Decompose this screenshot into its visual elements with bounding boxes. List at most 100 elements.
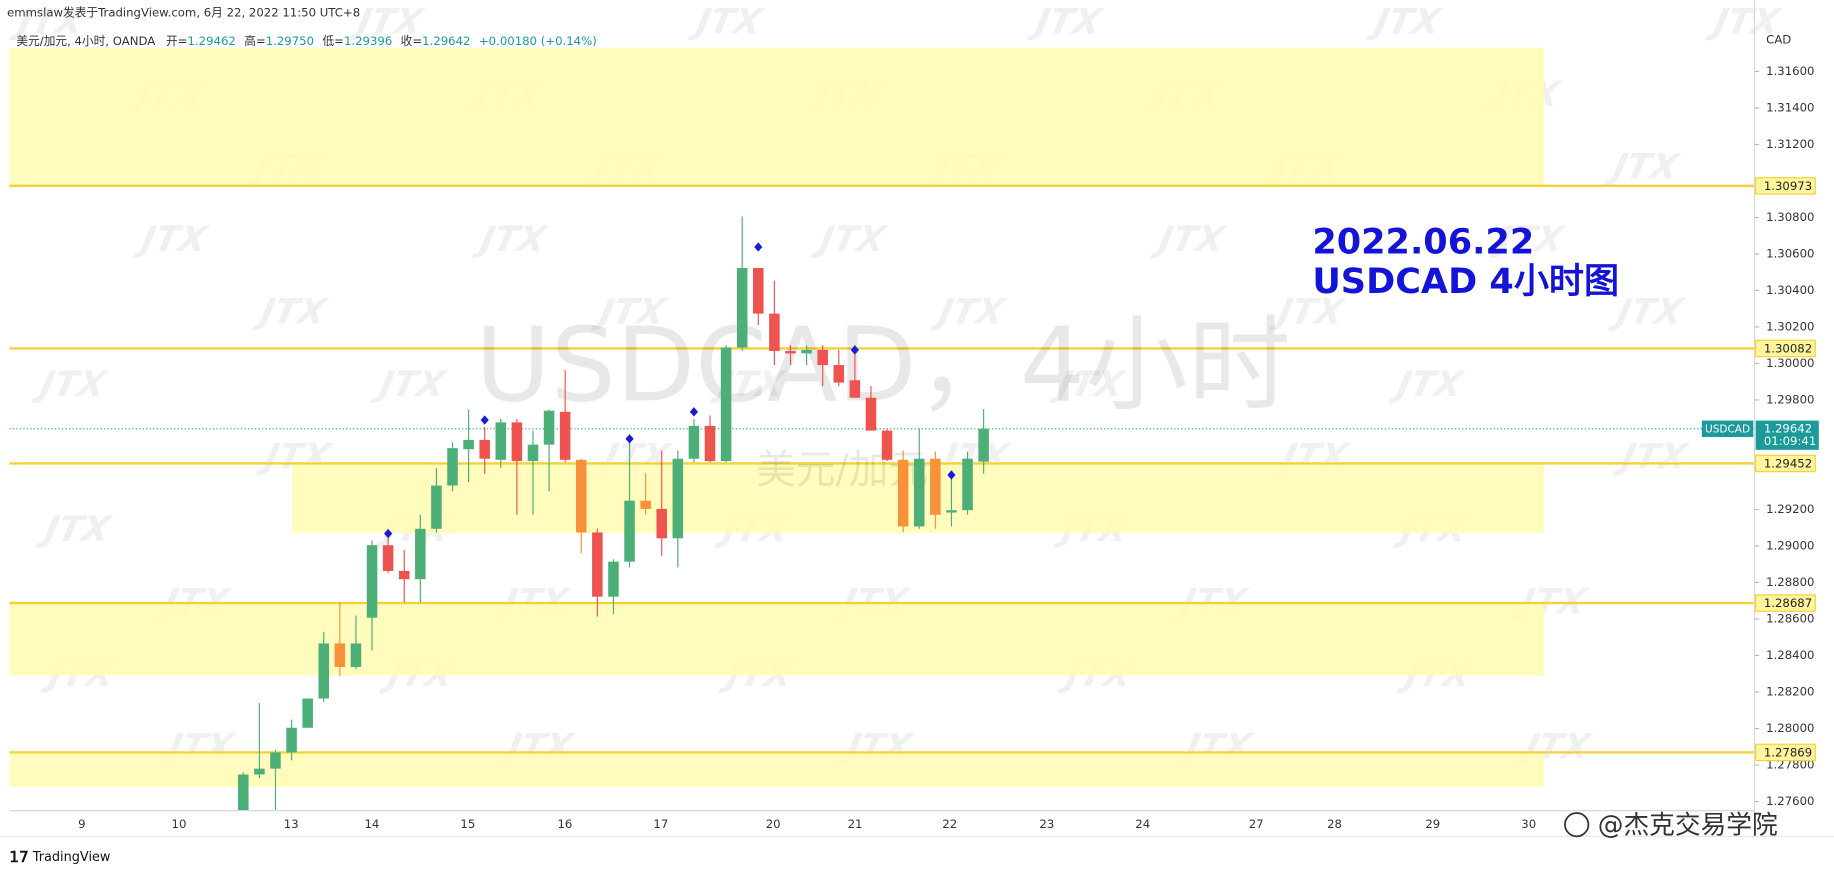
candle-body: [350, 643, 362, 667]
candle-body: [897, 459, 909, 527]
signal-marker: [480, 415, 489, 425]
x-tick-label: 15: [460, 817, 475, 831]
y-tick-label: 1.29200: [1766, 502, 1814, 516]
logo-watermark: JTX: [929, 292, 1009, 333]
candle-body: [238, 774, 249, 811]
candle-body: [431, 485, 442, 529]
candle-body: [865, 397, 877, 431]
x-tick-label: 22: [942, 817, 957, 831]
logo-watermark: JTX: [132, 219, 212, 260]
logo-watermark: JTX: [1704, 2, 1784, 43]
logo-watermark: JTX: [1149, 219, 1229, 260]
logo-watermark: JTX: [251, 292, 331, 333]
last-price-box: [1755, 420, 1819, 450]
zone: [9, 752, 1544, 787]
level-price-label: 1.30082: [1764, 342, 1812, 356]
candle-body: [913, 458, 925, 527]
y-tick-label: 1.28200: [1766, 684, 1814, 698]
candle-body: [398, 570, 410, 580]
candle-body: [656, 508, 668, 539]
x-tick-label: 13: [284, 817, 299, 831]
candle-body: [559, 411, 571, 460]
annotation: 2022.06.22: [1312, 221, 1534, 262]
annotation: USDCAD 4小时图: [1312, 261, 1619, 302]
publisher: emmslaw发表于TradingView.com, 6月 22, 2022 1…: [7, 5, 360, 19]
legend-low: 1.29396: [344, 33, 392, 47]
axis-layer: 1.31600 1.31400 1.31200 1.30800 1.30600 1.304…: [78, 64, 1819, 831]
x-tick-label: 14: [365, 817, 380, 831]
tradingview-brand: 𝟣𝟩 TradingView: [9, 848, 110, 866]
y-tick-label: 1.30800: [1766, 210, 1814, 224]
candle-body: [785, 351, 796, 354]
x-tick-label: 10: [172, 817, 187, 831]
logo-watermark: JTX: [8, 2, 88, 43]
candle-body: [415, 528, 426, 580]
signal-marker: [754, 242, 763, 252]
legend-close: 1.29642: [422, 33, 470, 47]
logo-watermark: JTX: [471, 219, 551, 260]
currency-label: CAD: [1766, 32, 1791, 46]
logo-watermark: JTX: [1489, 219, 1569, 260]
candle-body: [736, 267, 748, 348]
level-price-box: [1755, 339, 1816, 358]
candle-body: [769, 313, 780, 352]
candle-body: [608, 561, 619, 597]
logo-watermark: JTX: [687, 2, 767, 43]
y-tick-label: 1.30000: [1766, 356, 1814, 370]
legend-line: 美元/加元, 4小时, OANDA 开=1.29462 高=1.29750 低=…: [16, 33, 596, 47]
logo-watermark: JTX: [348, 2, 428, 43]
logo-watermark: JTX: [1026, 2, 1106, 43]
symbol-tag: USDCAD: [1705, 423, 1750, 435]
y-tick-label: 1.30200: [1766, 319, 1814, 333]
legend-open: 1.29462: [187, 33, 235, 47]
legend-high: 1.29750: [266, 33, 314, 47]
candle-body: [318, 643, 330, 699]
y-tick-label: 1.27600: [1766, 794, 1814, 808]
x-tick-label: 29: [1425, 817, 1440, 831]
candle-body: [366, 545, 378, 618]
candle-layer: [238, 216, 989, 811]
countdown: 01:09:41: [1764, 434, 1817, 448]
y-tick-label: 1.29000: [1766, 538, 1814, 552]
symbol-box: [1701, 420, 1754, 437]
x-tick-label: 21: [848, 817, 863, 831]
candle-body: [624, 500, 635, 562]
candle-body: [254, 768, 265, 775]
logo-watermark: JTX: [31, 364, 111, 405]
x-tick-label: 17: [653, 817, 668, 831]
level-price-label: 1.30973: [1764, 179, 1812, 193]
candle-body: [640, 500, 651, 509]
candle-body: [286, 727, 297, 753]
x-tick-label: 30: [1521, 817, 1536, 831]
candle-body: [576, 459, 587, 533]
x-tick-label: 28: [1327, 817, 1342, 831]
logo-watermark: JTX: [810, 219, 890, 260]
candle-body: [592, 532, 603, 597]
logo-watermark: JTX: [1365, 2, 1445, 43]
signal-marker: [689, 407, 699, 417]
candle-body: [672, 458, 684, 539]
credit: @杰克交易学院: [1564, 810, 1778, 840]
legend-low-label: 低=: [322, 33, 343, 47]
legend-close-label: 收=: [401, 33, 422, 47]
candle-body: [849, 380, 861, 398]
candle-body: [479, 439, 490, 459]
level-price-label: 1.28687: [1764, 596, 1812, 610]
brand-logo: 𝟣𝟩: [9, 848, 28, 866]
candle-body: [817, 349, 828, 366]
y-tick-label: 1.31600: [1766, 64, 1814, 78]
level-price-box: [1755, 454, 1816, 473]
y-tick-label: 1.28600: [1766, 611, 1814, 625]
credit-icon: [1564, 812, 1590, 838]
candle-body: [382, 545, 394, 571]
legend-change: +0.00180 (+0.14%): [479, 33, 597, 47]
y-tick-label: 1.28000: [1766, 721, 1814, 735]
candle-body: [946, 510, 957, 513]
x-tick-label: 23: [1039, 817, 1054, 831]
y-tick-label: 1.31200: [1766, 137, 1814, 151]
candle-body: [334, 643, 346, 667]
logo-watermark: JTX: [590, 292, 670, 333]
candle-body: [511, 422, 523, 462]
